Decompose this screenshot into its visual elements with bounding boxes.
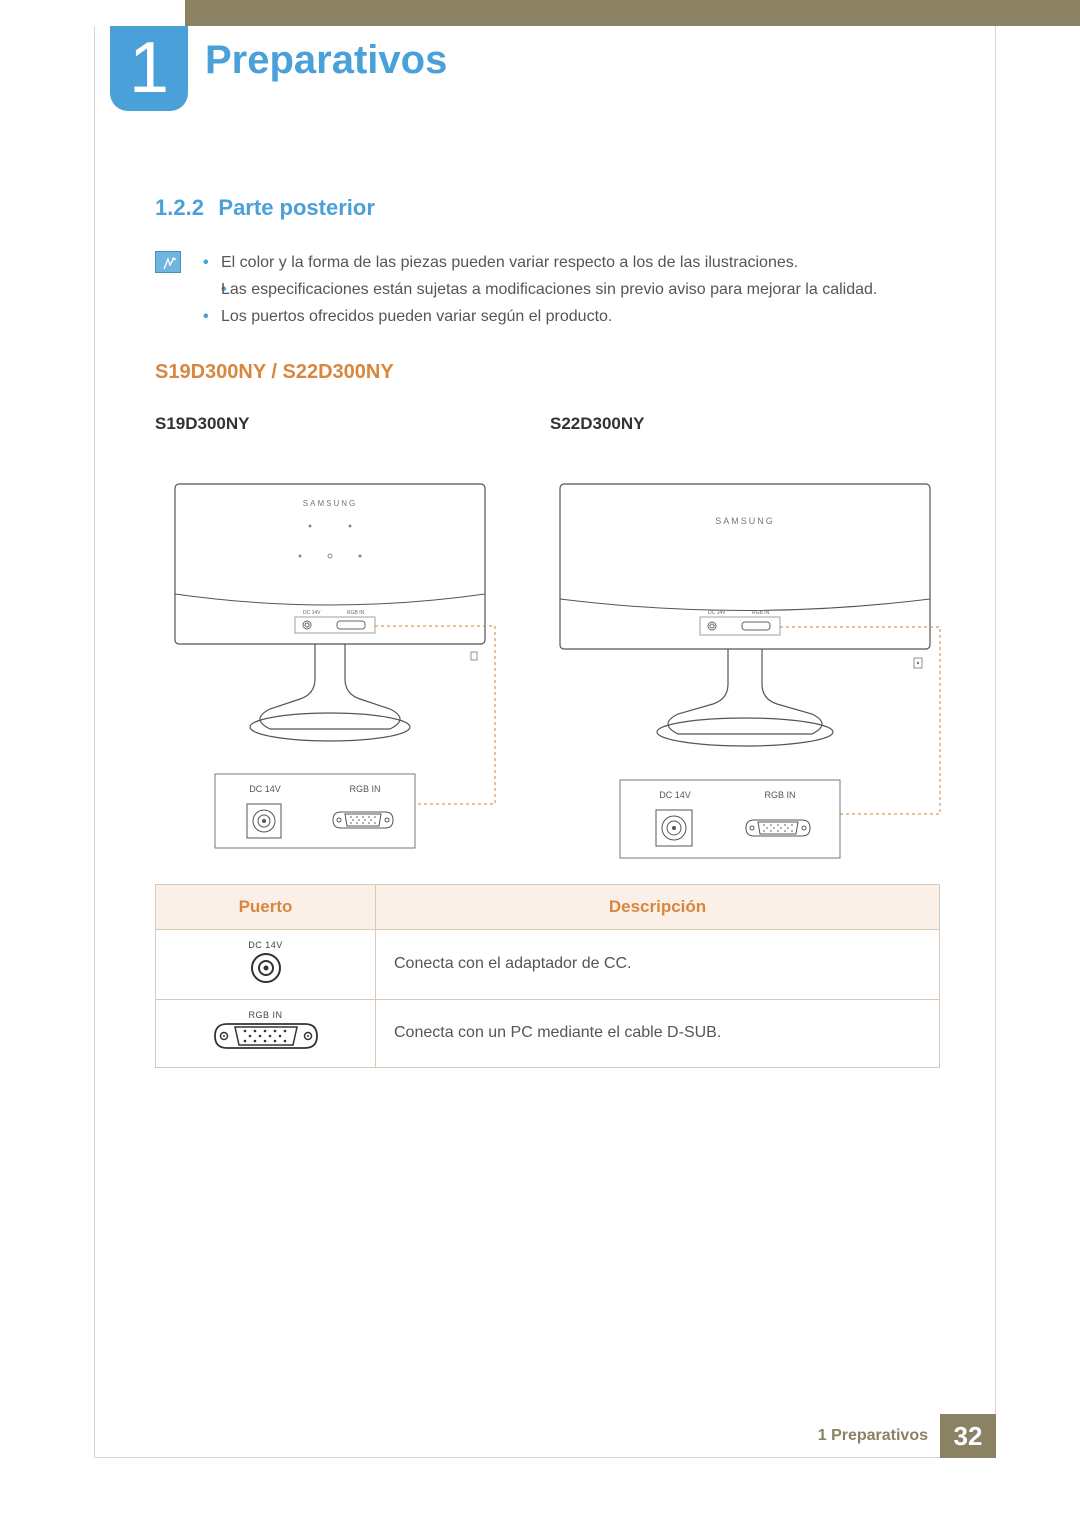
section-number: 1.2.2 <box>155 195 204 220</box>
note-item-1: El color y la forma de las piezas pueden… <box>203 249 877 276</box>
table-row: DC 14V Conecta con el adaptador de CC. <box>156 929 940 999</box>
monitor-diagram-s22: SAMSUNG DC 14V RGB IN <box>550 474 945 864</box>
note-item-2: Los puertos ofrecidos pueden variar segú… <box>203 303 877 330</box>
vga-port-icon <box>211 1020 321 1052</box>
note-item-1b: Las especificaciones están sujetas a mod… <box>203 276 877 303</box>
port-cell-rgb: RGB IN <box>156 999 376 1067</box>
svg-text:DC 14V: DC 14V <box>249 784 281 794</box>
chapter-number-tab: 1 <box>110 26 188 111</box>
footer-text: 1 Preparativos <box>818 1427 928 1445</box>
chapter-title: Preparativos <box>205 38 447 83</box>
model-col-s19: S19D300NY SAMSUNG DC 14V RGB IN <box>155 414 550 864</box>
model-col-s22: S22D300NY SAMSUNG DC 14V RGB IN <box>550 414 945 864</box>
port-cell-dc: DC 14V <box>156 929 376 999</box>
table-header-row: Puerto Descripción <box>156 884 940 929</box>
port-label-dc: DC 14V <box>160 940 371 950</box>
footer-page-number: 32 <box>940 1414 996 1458</box>
svg-text:RGB IN: RGB IN <box>752 610 770 616</box>
svg-text:DC 14V: DC 14V <box>708 610 726 616</box>
table-row: RGB IN Conecta con un PC <box>156 999 940 1067</box>
svg-text:RGB IN: RGB IN <box>764 790 795 800</box>
top-olive-bar <box>185 0 1080 26</box>
section-heading: 1.2.2 Parte posterior <box>155 195 945 221</box>
monitor-diagram-s19: SAMSUNG DC 14V RGB IN <box>155 474 550 864</box>
footer: 1 Preparativos 32 <box>818 1414 996 1458</box>
models-heading: S19D300NY / S22D300NY <box>155 361 945 384</box>
model-label-s19: S19D300NY <box>155 414 550 434</box>
th-port: Puerto <box>156 884 376 929</box>
note-list: El color y la forma de las piezas pueden… <box>203 249 877 331</box>
note-icon <box>155 251 181 273</box>
note-block: El color y la forma de las piezas pueden… <box>155 249 945 331</box>
svg-text:DC 14V: DC 14V <box>659 790 691 800</box>
th-desc: Descripción <box>376 884 940 929</box>
section-title: Parte posterior <box>218 195 375 220</box>
desc-cell-dc: Conecta con el adaptador de CC. <box>376 929 940 999</box>
port-label-rgb: RGB IN <box>160 1010 371 1020</box>
model-label-s22: S22D300NY <box>550 414 945 434</box>
svg-text:RGB IN: RGB IN <box>347 610 365 616</box>
ports-table: Puerto Descripción DC 14V Conecta con el… <box>155 884 940 1068</box>
dc-jack-icon <box>246 950 286 984</box>
svg-text:SAMSUNG: SAMSUNG <box>715 516 775 526</box>
brand-text: SAMSUNG <box>303 499 357 508</box>
desc-cell-rgb: Conecta con un PC mediante el cable D-SU… <box>376 999 940 1067</box>
model-columns: S19D300NY SAMSUNG DC 14V RGB IN <box>155 414 945 864</box>
svg-text:DC 14V: DC 14V <box>303 610 321 616</box>
svg-text:RGB IN: RGB IN <box>349 784 380 794</box>
chapter-number: 1 <box>129 28 169 108</box>
